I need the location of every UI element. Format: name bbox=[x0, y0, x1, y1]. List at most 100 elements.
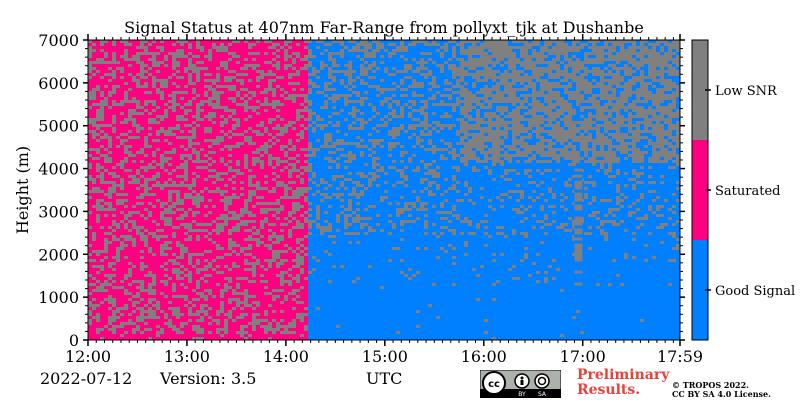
heatmap-cell bbox=[272, 307, 276, 310]
heatmap-cell bbox=[276, 253, 280, 256]
heatmap-cell bbox=[144, 250, 148, 253]
heatmap-cell bbox=[204, 265, 208, 268]
heatmap-cell bbox=[172, 205, 176, 208]
heatmap-cell bbox=[216, 127, 220, 130]
heatmap-cell bbox=[264, 136, 268, 139]
heatmap-cell bbox=[124, 169, 128, 172]
heatmap-cell bbox=[260, 160, 264, 163]
heatmap-cell bbox=[160, 145, 164, 148]
heatmap-cell bbox=[256, 334, 260, 337]
heatmap-cell bbox=[148, 91, 152, 94]
heatmap-cell bbox=[144, 49, 148, 52]
heatmap-cell bbox=[240, 193, 244, 196]
heatmap-cell bbox=[260, 187, 264, 190]
heatmap-cell bbox=[184, 43, 188, 46]
heatmap-cell bbox=[252, 103, 256, 106]
heatmap-cell bbox=[148, 73, 152, 76]
heatmap-cell bbox=[216, 115, 220, 118]
heatmap-cell bbox=[224, 175, 228, 178]
heatmap-cell bbox=[196, 259, 200, 262]
heatmap-cell bbox=[272, 52, 276, 55]
heatmap-cell bbox=[112, 94, 116, 97]
heatmap-cell bbox=[272, 196, 276, 199]
heatmap-cell bbox=[168, 106, 172, 109]
heatmap-cell bbox=[104, 94, 108, 97]
heatmap-cell bbox=[272, 112, 276, 115]
heatmap-cell bbox=[124, 136, 128, 139]
heatmap-cell bbox=[176, 196, 180, 199]
heatmap-cell bbox=[248, 256, 252, 259]
heatmap-cell bbox=[264, 313, 268, 316]
heatmap-cell bbox=[236, 304, 240, 307]
heatmap-cell bbox=[132, 313, 136, 316]
heatmap-cell bbox=[216, 337, 220, 340]
heatmap-cell bbox=[156, 46, 160, 49]
heatmap-cell bbox=[176, 187, 180, 190]
heatmap-cell bbox=[236, 76, 240, 79]
heatmap-cell bbox=[96, 283, 100, 286]
heatmap-cell bbox=[276, 241, 280, 244]
heatmap-cell bbox=[208, 295, 212, 298]
heatmap-cell bbox=[124, 106, 128, 109]
heatmap-cell bbox=[276, 268, 280, 271]
heatmap-cell bbox=[212, 286, 216, 289]
heatmap-cell bbox=[160, 196, 164, 199]
heatmap-cell bbox=[140, 220, 144, 223]
heatmap-cell bbox=[100, 175, 104, 178]
heatmap-cell bbox=[240, 46, 244, 49]
heatmap-cell bbox=[272, 157, 276, 160]
heatmap-cell bbox=[276, 124, 280, 127]
heatmap-cell bbox=[240, 265, 244, 268]
heatmap-cell bbox=[232, 124, 236, 127]
heatmap-cell bbox=[240, 304, 244, 307]
heatmap-cell bbox=[264, 265, 268, 268]
heatmap-cell bbox=[92, 124, 96, 127]
heatmap-cell bbox=[220, 121, 224, 124]
heatmap-cell bbox=[168, 187, 172, 190]
heatmap-cell bbox=[140, 55, 144, 58]
heatmap-cell bbox=[240, 271, 244, 274]
heatmap-cell bbox=[188, 265, 192, 268]
heatmap-cell bbox=[252, 163, 256, 166]
heatmap-cell bbox=[284, 118, 288, 121]
heatmap-cell bbox=[220, 136, 224, 139]
heatmap-cell bbox=[212, 313, 216, 316]
heatmap-cell bbox=[116, 94, 120, 97]
heatmap-cell bbox=[204, 199, 208, 202]
heatmap-cell bbox=[220, 88, 224, 91]
heatmap-cell bbox=[156, 40, 160, 43]
heatmap-cell bbox=[228, 67, 232, 70]
heatmap-cell bbox=[160, 52, 164, 55]
heatmap-cell bbox=[200, 46, 204, 49]
heatmap-cell bbox=[224, 337, 228, 340]
heatmap-cell bbox=[268, 124, 272, 127]
heatmap-cell bbox=[216, 310, 220, 313]
heatmap-cell bbox=[280, 196, 284, 199]
heatmap-cell bbox=[120, 142, 124, 145]
heatmap-cell bbox=[152, 178, 156, 181]
heatmap-cell bbox=[264, 106, 268, 109]
heatmap-cell bbox=[104, 178, 108, 181]
heatmap-cell bbox=[244, 94, 248, 97]
heatmap-cell bbox=[152, 271, 156, 274]
heatmap-cell bbox=[248, 151, 252, 154]
heatmap-cell bbox=[252, 226, 256, 229]
heatmap-cell bbox=[160, 262, 164, 265]
heatmap-cell bbox=[208, 157, 212, 160]
heatmap-cell bbox=[124, 145, 128, 148]
heatmap-cell bbox=[172, 145, 176, 148]
heatmap-cell bbox=[144, 64, 148, 67]
heatmap-cell bbox=[140, 85, 144, 88]
heatmap-cell bbox=[172, 151, 176, 154]
heatmap-cell bbox=[196, 229, 200, 232]
heatmap-cell bbox=[160, 301, 164, 304]
heatmap-cell bbox=[96, 208, 100, 211]
heatmap-cell bbox=[164, 244, 168, 247]
heatmap-cell bbox=[280, 265, 284, 268]
heatmap-cell bbox=[156, 124, 160, 127]
heatmap-cell bbox=[280, 229, 284, 232]
heatmap-cell bbox=[252, 121, 256, 124]
heatmap-cell bbox=[276, 304, 280, 307]
heatmap-cell bbox=[220, 304, 224, 307]
heatmap-cell bbox=[100, 196, 104, 199]
